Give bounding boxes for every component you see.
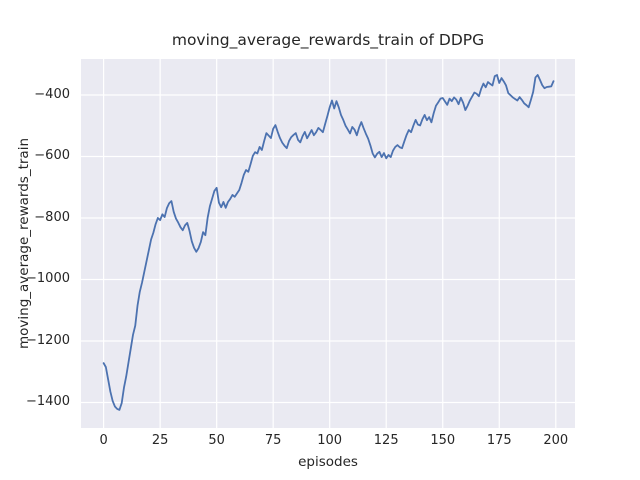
y-tick-label: −1000 bbox=[26, 271, 70, 287]
x-axis-label: episodes bbox=[298, 454, 358, 470]
chart-canvas bbox=[81, 59, 575, 428]
x-tick-label: 75 bbox=[264, 433, 282, 448]
x-tick-label: 175 bbox=[486, 433, 512, 448]
x-tick-label: 150 bbox=[430, 433, 456, 448]
x-tick-label: 125 bbox=[373, 433, 399, 448]
chart-title: moving_average_rewards_train of DDPG bbox=[171, 31, 485, 49]
x-tick-label: 25 bbox=[151, 433, 169, 448]
plot-area bbox=[81, 59, 575, 428]
x-tick-label: 0 bbox=[99, 433, 108, 448]
series-line bbox=[102, 74, 555, 411]
x-tick-label: 100 bbox=[317, 433, 343, 448]
y-tick-label: −800 bbox=[34, 209, 70, 225]
y-tick-label: −1400 bbox=[26, 394, 70, 410]
y-tick-label: −600 bbox=[34, 148, 70, 164]
y-axis-label: moving_average_rewards_train bbox=[16, 138, 32, 350]
y-tick-label: −1200 bbox=[26, 332, 70, 348]
x-tick-label: 50 bbox=[208, 433, 225, 448]
y-tick-label: −400 bbox=[34, 86, 70, 102]
x-tick-label: 200 bbox=[543, 433, 569, 448]
